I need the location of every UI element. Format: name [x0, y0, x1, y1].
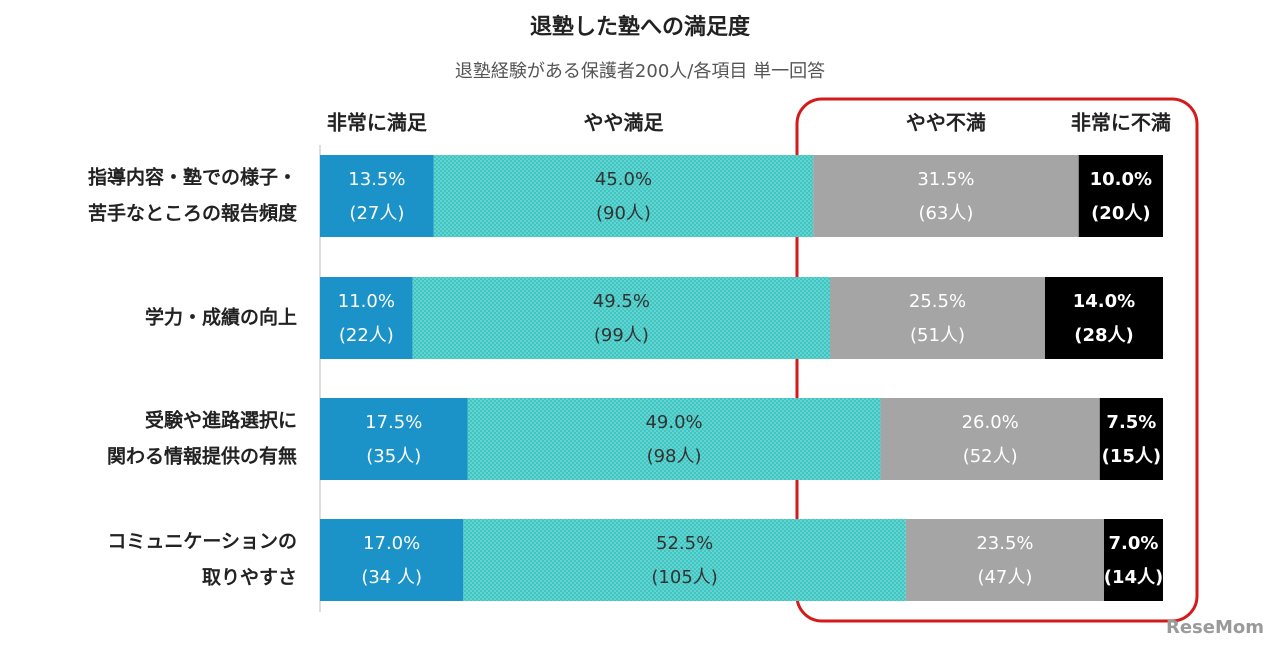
value-label: 13.5% — [348, 169, 405, 190]
bar-segment — [1103, 519, 1163, 601]
legend-label: 非常に満足 — [327, 111, 428, 135]
chart-title: 退塾した塾への満足度 — [530, 14, 751, 40]
legend-label: やや不満 — [906, 111, 986, 135]
count-label: (105人) — [651, 567, 717, 588]
value-label: 23.5% — [976, 533, 1033, 554]
count-label: (35人) — [366, 446, 421, 467]
bar-texture — [433, 155, 814, 237]
bar-segment — [1099, 398, 1163, 480]
value-label: 11.0% — [338, 291, 395, 312]
count-label: (22人) — [339, 325, 394, 346]
value-label: 17.5% — [365, 412, 422, 433]
value-label: 7.5% — [1106, 412, 1156, 433]
category-label: 学力・成績の向上 — [145, 306, 297, 329]
bar-segment — [830, 277, 1045, 359]
bar-segment — [1078, 155, 1163, 237]
category-label: 苦手なところの報告頻度 — [88, 202, 298, 225]
category-label: 受験や進路選択に — [145, 409, 297, 432]
category-label: 関わる情報提供の有無 — [107, 445, 297, 468]
bar-texture — [412, 277, 831, 359]
count-label: (63人) — [918, 203, 973, 224]
bar-texture — [467, 398, 881, 480]
value-label: 10.0% — [1090, 169, 1152, 190]
highlight-box — [795, 97, 1199, 623]
value-label: 49.5% — [593, 291, 650, 312]
bar-texture — [463, 519, 906, 601]
bar-segment — [320, 277, 413, 359]
bar-segment — [1044, 277, 1163, 359]
category-label: コミュニケーションの — [107, 531, 297, 553]
value-label: 17.0% — [363, 533, 420, 554]
value-label: 31.5% — [917, 169, 974, 190]
watermark: ReseMom — [1166, 617, 1264, 638]
value-label: 26.0% — [962, 412, 1019, 433]
count-label: (27人) — [349, 203, 404, 224]
bar-segment — [905, 519, 1104, 601]
count-label: (20人) — [1091, 203, 1151, 224]
bar-segment — [320, 519, 464, 601]
count-label: (15人) — [1102, 446, 1162, 467]
legend-label: やや満足 — [583, 111, 664, 135]
value-label: 52.5% — [656, 533, 713, 554]
category-label: 指導内容・塾での様子・ — [88, 166, 297, 189]
bar-segment — [880, 398, 1100, 480]
chart-subtitle: 退塾経験がある保護者200人/各項目 単一回答 — [455, 60, 825, 82]
count-label: (52人) — [963, 446, 1018, 467]
count-label: (34 人) — [361, 567, 422, 588]
category-label: 取りやすさ — [202, 567, 297, 589]
value-label: 7.0% — [1109, 533, 1159, 554]
value-label: 49.0% — [645, 412, 702, 433]
count-label: (90人) — [596, 203, 651, 224]
count-label: (47人) — [977, 567, 1032, 588]
value-label: 45.0% — [595, 169, 652, 190]
count-label: (14人) — [1104, 567, 1164, 588]
value-label: 14.0% — [1073, 291, 1135, 312]
legend-label: 非常に不満 — [1071, 111, 1171, 135]
bar-segment — [320, 155, 434, 237]
value-label: 25.5% — [909, 291, 966, 312]
bar-segment — [813, 155, 1079, 237]
count-label: (98人) — [647, 446, 702, 467]
bar-segment — [320, 398, 468, 480]
count-label: (51人) — [910, 325, 965, 346]
count-label: (28人) — [1074, 325, 1134, 346]
count-label: (99人) — [594, 325, 649, 346]
